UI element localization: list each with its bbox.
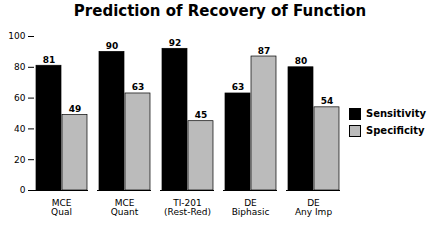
svg-text:100: 100 <box>8 31 25 41</box>
svg-text:40: 40 <box>14 124 26 134</box>
svg-text:92: 92 <box>169 38 182 48</box>
html-text:Sensitivity: Sensitivity <box>366 108 426 119</box>
html-text:Prediction of Recovery of Func: Prediction of Recovery of Function <box>73 2 367 20</box>
svg-text:80: 80 <box>295 56 308 66</box>
svg-text:90: 90 <box>106 41 119 51</box>
svg-text:63: 63 <box>232 82 245 92</box>
svg-text:87: 87 <box>258 46 271 56</box>
svg-text:60: 60 <box>14 93 26 103</box>
svg-text:80: 80 <box>14 62 26 72</box>
html-text:Specificity: Specificity <box>366 125 425 136</box>
svg-text:45: 45 <box>195 110 208 120</box>
svg-text:MCEQual: MCEQual <box>51 198 72 217</box>
svg-text:TI-201(Rest-Red): TI-201(Rest-Red) <box>164 198 211 217</box>
svg-text:DEAny Imp: DEAny Imp <box>295 198 332 217</box>
svg-text:0: 0 <box>20 185 26 195</box>
svg-text:81: 81 <box>43 55 56 65</box>
svg-text:49: 49 <box>69 104 82 114</box>
svg-text:DEBiphasic: DEBiphasic <box>232 198 270 217</box>
svg-text:MCEQuant: MCEQuant <box>111 198 139 217</box>
svg-text:20: 20 <box>14 155 26 165</box>
svg-text:54: 54 <box>321 96 334 106</box>
svg-text:63: 63 <box>132 82 145 92</box>
